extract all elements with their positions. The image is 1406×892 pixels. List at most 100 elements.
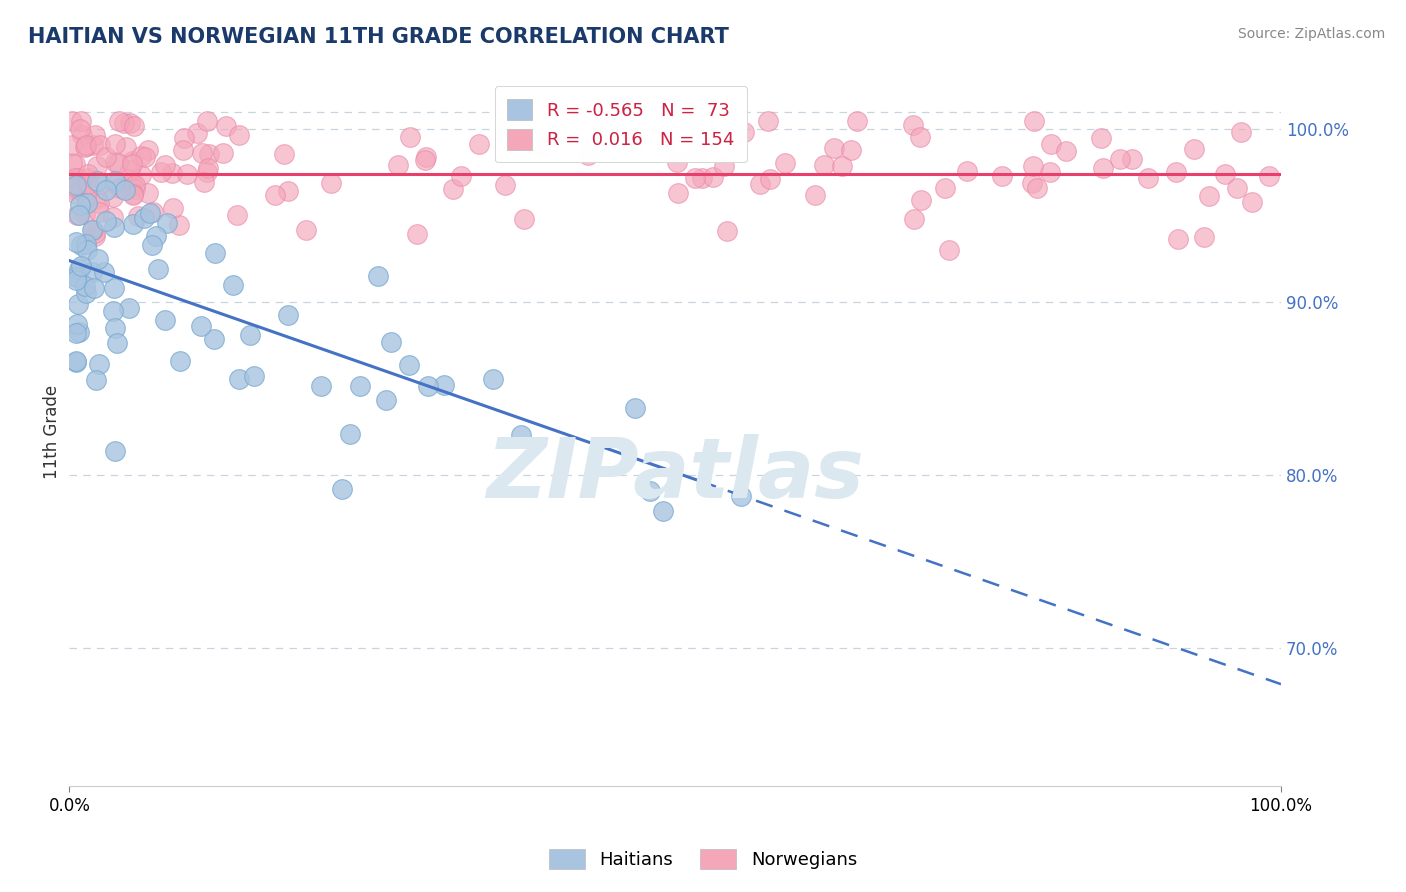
Point	[319, 176, 342, 190]
Point	[60, 137, 83, 152]
Point	[103, 281, 125, 295]
Point	[127, 209, 149, 223]
Point	[65, 326, 87, 341]
Point	[107, 113, 129, 128]
Point	[65, 272, 87, 286]
Point	[415, 150, 437, 164]
Point	[212, 145, 235, 160]
Point	[273, 146, 295, 161]
Point	[114, 183, 136, 197]
Point	[120, 116, 142, 130]
Point	[80, 265, 103, 279]
Point	[121, 153, 143, 168]
Point	[190, 145, 212, 160]
Point	[70, 113, 93, 128]
Point	[86, 174, 108, 188]
Point	[1109, 153, 1132, 167]
Point	[204, 246, 226, 260]
Point	[76, 171, 98, 186]
Point	[132, 211, 155, 226]
Point	[1182, 142, 1205, 156]
Point	[813, 158, 835, 172]
Text: HAITIAN VS NORWEGIAN 11TH GRADE CORRELATION CHART: HAITIAN VS NORWEGIAN 11TH GRADE CORRELAT…	[28, 27, 728, 46]
Point	[86, 159, 108, 173]
Point	[277, 184, 299, 198]
Point	[228, 128, 250, 142]
Point	[225, 208, 247, 222]
Point	[831, 159, 853, 173]
Point	[934, 181, 956, 195]
Point	[901, 119, 924, 133]
Point	[124, 178, 146, 193]
Point	[63, 157, 86, 171]
Point	[198, 147, 221, 161]
Point	[167, 218, 190, 232]
Point	[398, 359, 420, 373]
Point	[129, 149, 152, 163]
Point	[112, 116, 135, 130]
Point	[908, 129, 931, 144]
Point	[162, 202, 184, 216]
Point	[89, 137, 111, 152]
Point	[83, 227, 105, 241]
Point	[94, 214, 117, 228]
Point	[367, 269, 389, 284]
Point	[991, 169, 1014, 184]
Point	[141, 238, 163, 252]
Point	[494, 178, 516, 192]
Point	[150, 165, 173, 179]
Point	[1039, 136, 1062, 151]
Point	[1021, 176, 1043, 190]
Point	[1091, 161, 1114, 175]
Point	[63, 170, 86, 185]
Point	[655, 134, 678, 148]
Point	[202, 332, 225, 346]
Point	[1198, 189, 1220, 203]
Point	[803, 188, 825, 202]
Point	[1229, 125, 1251, 139]
Point	[60, 113, 83, 128]
Point	[124, 182, 146, 196]
Point	[690, 171, 713, 186]
Point	[65, 178, 87, 193]
Point	[69, 182, 91, 196]
Point	[65, 354, 87, 368]
Point	[155, 313, 177, 327]
Point	[513, 212, 536, 227]
Point	[576, 148, 599, 162]
Point	[104, 443, 127, 458]
Point	[903, 212, 925, 227]
Point	[263, 188, 285, 202]
Point	[716, 223, 738, 237]
Point	[83, 281, 105, 295]
Point	[101, 304, 124, 318]
Point	[153, 158, 176, 172]
Point	[84, 373, 107, 387]
Point	[82, 223, 104, 237]
Point	[104, 178, 127, 192]
Point	[87, 196, 110, 211]
Point	[118, 301, 141, 316]
Point	[495, 121, 517, 136]
Point	[433, 378, 456, 392]
Point	[136, 186, 159, 201]
Point	[76, 243, 98, 257]
Point	[666, 154, 689, 169]
Point	[60, 155, 83, 169]
Point	[309, 379, 332, 393]
Point	[69, 259, 91, 273]
Point	[142, 205, 165, 219]
Point	[222, 277, 245, 292]
Point	[775, 156, 797, 170]
Point	[66, 317, 89, 331]
Point	[110, 181, 132, 195]
Point	[66, 270, 89, 285]
Point	[845, 113, 868, 128]
Point	[1213, 168, 1236, 182]
Point	[468, 136, 491, 151]
Point	[481, 372, 503, 386]
Point	[1240, 195, 1263, 210]
Point	[69, 122, 91, 136]
Point	[122, 188, 145, 202]
Point	[121, 157, 143, 171]
